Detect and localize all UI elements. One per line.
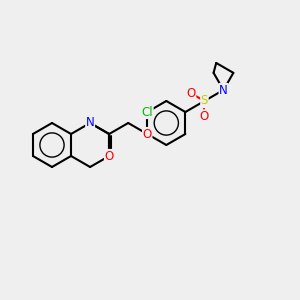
Text: N: N bbox=[86, 116, 94, 130]
Text: N: N bbox=[219, 83, 228, 97]
Text: O: O bbox=[142, 128, 152, 140]
Text: O: O bbox=[200, 110, 209, 123]
Text: O: O bbox=[104, 149, 114, 163]
Text: S: S bbox=[201, 94, 208, 107]
Text: Cl: Cl bbox=[142, 106, 153, 118]
Text: O: O bbox=[187, 87, 196, 100]
